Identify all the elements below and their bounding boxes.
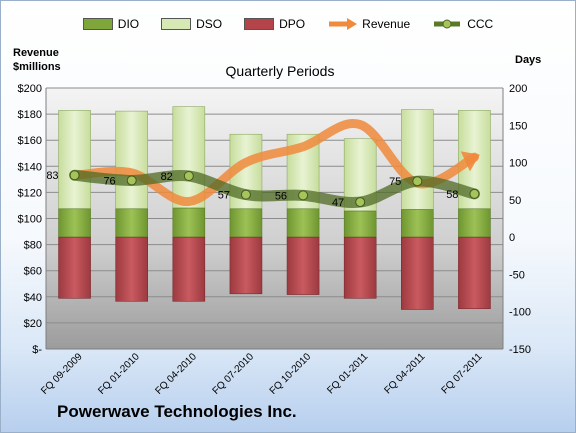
legend-item-revenue: Revenue (327, 17, 410, 31)
ccc-point (126, 175, 137, 186)
left-tick-label: $120 (18, 187, 42, 199)
x-tick-label: FQ 09-2009 (39, 351, 85, 397)
bar-dso (58, 110, 91, 210)
legend-swatch-dso (161, 18, 192, 30)
bar-dso (172, 106, 206, 209)
x-tick-label: FQ 07-2010 (211, 351, 257, 397)
bar-dio (286, 208, 320, 238)
x-tick-label: FQ 10-2010 (268, 351, 314, 397)
legend-label-revenue: Revenue (362, 17, 411, 31)
bar-dso (401, 109, 434, 210)
x-tick-label: FQ 04-2010 (153, 351, 199, 397)
right-axis-label: Days (515, 54, 541, 66)
legend-item-dio: DIO (82, 17, 140, 31)
company-name: Powerwave Technologies Inc. (57, 402, 297, 421)
left-axis-label-line1: Revenue (13, 47, 59, 59)
right-tick-label: 0 (509, 232, 515, 244)
bar-dpo (58, 236, 91, 299)
ccc-point (355, 197, 366, 208)
right-tick-label: -50 (509, 269, 525, 281)
bar-dio (58, 208, 91, 238)
bar-dio (172, 207, 206, 238)
bar-dso (115, 110, 148, 210)
bar-dpo (343, 236, 377, 299)
ccc-point (412, 176, 423, 187)
ccc-data-label: 47 (332, 197, 344, 209)
bar-dpo (458, 236, 491, 310)
legend-arrow-icon (329, 18, 358, 30)
legend-label-ccc: CCC (467, 17, 494, 31)
legend-item-dpo: DPO (244, 17, 305, 31)
bar-dpo (286, 236, 320, 295)
x-tick-label: FQ 07-2011 (440, 351, 485, 396)
left-tick-label: $- (32, 344, 42, 356)
ccc-data-label: 82 (161, 171, 173, 183)
right-tick-label: 100 (509, 158, 527, 170)
legend-label-dio: DIO (117, 17, 140, 31)
lines: 83 76 82 57 56 47 75 58 (46, 119, 480, 209)
ccc-data-label: 75 (389, 176, 401, 188)
bar-dpo (115, 236, 148, 302)
ccc-data-label: 58 (446, 189, 458, 201)
left-tick-label: $20 (24, 318, 42, 330)
bar-dio (229, 208, 263, 238)
ccc-data-label: 76 (103, 175, 115, 187)
bar-dio (401, 209, 434, 238)
x-tick-label: FQ 01-2010 (96, 351, 142, 397)
right-tick-label: 200 (509, 83, 527, 95)
bar-dpo (172, 236, 206, 302)
right-tick-label: -100 (509, 307, 531, 319)
left-axis-label-line2: $millions (13, 61, 61, 73)
left-tick-label: $200 (18, 83, 42, 95)
bar-dio (115, 208, 148, 238)
ccc-data-label: 57 (218, 190, 230, 202)
legend-swatch-dio (82, 18, 113, 30)
chart-title: Quarterly Periods (226, 63, 335, 79)
bar-dio (343, 210, 377, 238)
left-tick-label: $140 (18, 161, 42, 173)
bar-dpo (229, 236, 263, 295)
x-tick-label: FQ 01-2011 (325, 351, 370, 396)
ccc-point (469, 188, 480, 199)
right-tick-label: -150 (509, 344, 531, 356)
bar-dio (458, 208, 491, 238)
legend-item-ccc: CCC (432, 17, 493, 31)
bar-dpo (401, 236, 434, 310)
left-tick-label: $160 (18, 135, 42, 147)
right-tick-label: 50 (509, 195, 521, 207)
ccc-point (298, 190, 309, 201)
left-tick-label: $40 (24, 292, 42, 304)
right-tick-label: 150 (509, 120, 527, 132)
left-tick-label: $180 (18, 109, 42, 121)
legend: DIO DSO DPO Revenue CCC (1, 14, 575, 34)
left-tick-label: $80 (24, 240, 42, 252)
ccc-data-label: 56 (275, 190, 287, 202)
ccc-data-label: 83 (46, 170, 58, 182)
revenue-arrowhead (460, 151, 480, 172)
legend-item-dso: DSO (161, 17, 222, 31)
legend-swatch-dpo (244, 18, 275, 30)
legend-label-dpo: DPO (279, 17, 306, 31)
legend-ccc-icon (434, 19, 461, 29)
left-tick-label: $100 (18, 214, 42, 226)
left-tick-label: $60 (24, 266, 42, 278)
ccc-point (183, 170, 194, 181)
legend-label-dso: DSO (196, 17, 223, 31)
ccc-point (69, 170, 80, 181)
x-tick-label: FQ 04-2011 (382, 351, 427, 396)
ccc-point (240, 189, 251, 200)
